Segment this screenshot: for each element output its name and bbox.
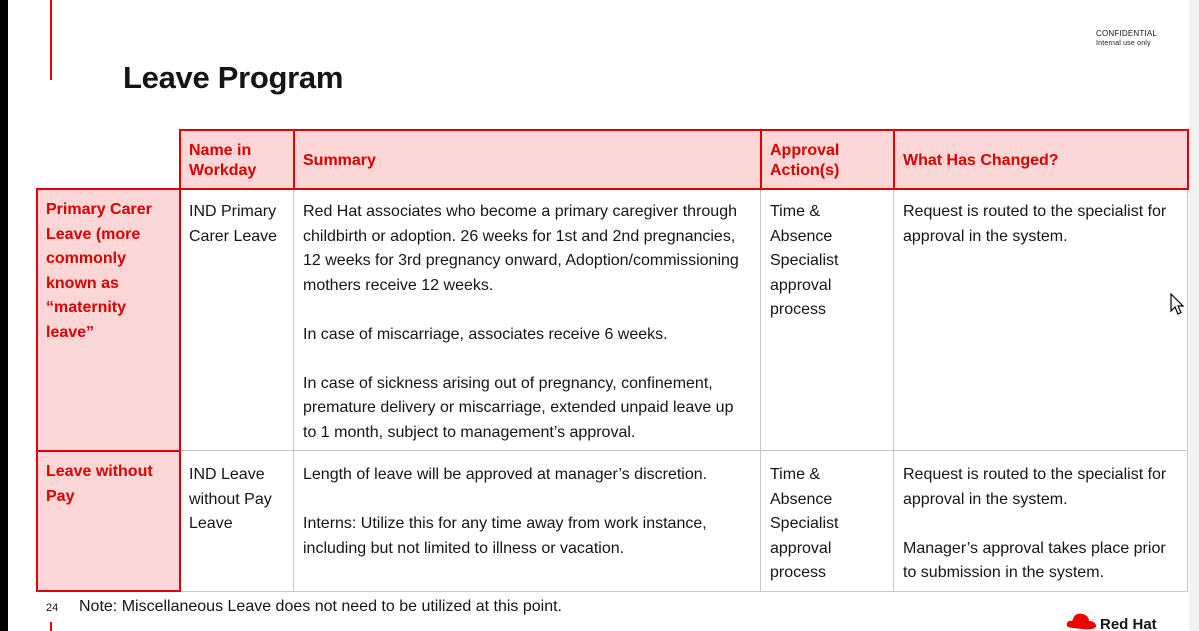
table-grid-line	[180, 450, 1188, 451]
window-left-edge	[0, 0, 8, 631]
internal-use-text: Internal use only	[1096, 40, 1151, 47]
cell-approval-action: Time & Absence Specialist approval proce…	[770, 466, 839, 581]
table-grid-line	[293, 190, 294, 591]
row-label-leave-without-pay: Leave without Pay	[36, 450, 181, 592]
window-right-edge	[1189, 0, 1199, 631]
column-header-approval-actions: Approval Action(s)	[760, 129, 895, 190]
change-paragraph: Request is routed to the specialist for …	[903, 203, 1167, 245]
cell-what-has-changed: Request is routed to the specialist for …	[894, 192, 1187, 249]
table-grid-line	[180, 591, 1188, 592]
cell-summary: Length of leave will be approved at mana…	[294, 455, 760, 561]
logo-text: Red Hat	[1100, 616, 1157, 631]
table-grid-line	[893, 190, 894, 591]
red-hat-fedora-icon	[1066, 613, 1096, 630]
column-header-summary: Summary	[293, 129, 762, 190]
summary-paragraph: Red Hat associates who become a primary …	[303, 203, 739, 294]
table-grid-line	[1187, 190, 1188, 591]
cell-name-in-workday: IND Primary Carer Leave	[189, 203, 278, 245]
cell-name-in-workday: IND Leave without Pay Leave	[189, 466, 272, 532]
column-header-what-has-changed: What Has Changed?	[893, 129, 1189, 190]
change-paragraph: Manager’s approval takes place prior to …	[903, 539, 1166, 582]
accent-line	[50, 0, 52, 80]
cell-summary: Red Hat associates who become a primary …	[294, 192, 760, 445]
summary-paragraph: Interns: Utilize this for any time away …	[303, 515, 707, 557]
summary-paragraph: In case of miscarriage, associates recei…	[303, 325, 668, 343]
column-header-name-in-workday: Name in Workday	[179, 129, 295, 190]
red-hat-logo: Red Hat	[1064, 612, 1174, 631]
confidential-text: CONFIDENTIAL	[1096, 29, 1158, 38]
footnote: Note: Miscellaneous Leave does not need …	[79, 598, 562, 615]
cell-what-has-changed: Request is routed to the specialist for …	[894, 455, 1187, 586]
page-number: 24	[46, 602, 59, 614]
summary-paragraph: Length of leave will be approved at mana…	[303, 466, 708, 483]
mouse-pointer-icon	[1170, 293, 1185, 315]
cell-approval-action: Time & Absence Specialist approval proce…	[770, 203, 839, 318]
accent-line-bottom	[50, 622, 52, 631]
confidentiality-label: CONFIDENTIAL Internal use only	[1096, 29, 1157, 49]
change-paragraph: Request is routed to the specialist for …	[903, 466, 1167, 508]
slide-title: Leave Program	[123, 60, 344, 95]
table-grid-line	[760, 190, 761, 591]
row-label-primary-carer-leave: Primary Carer Leave (more commonly known…	[36, 188, 181, 452]
summary-paragraph: In case of sickness arising out of pregn…	[303, 374, 734, 441]
